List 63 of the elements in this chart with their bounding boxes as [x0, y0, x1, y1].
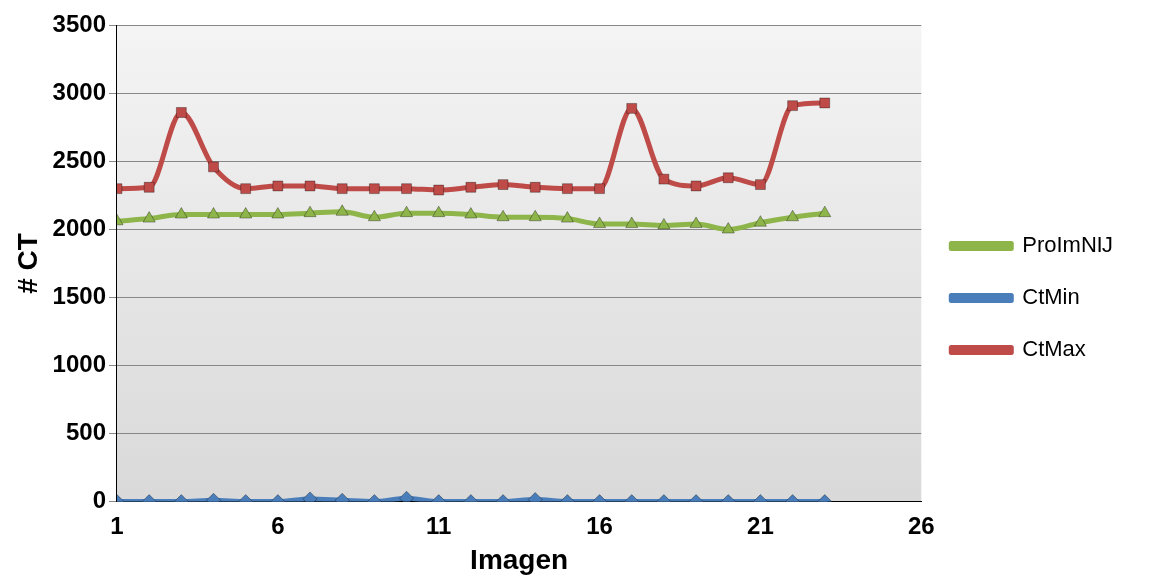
point — [593, 216, 607, 229]
point — [367, 209, 381, 222]
y-tick-label: 1500 — [52, 282, 106, 310]
point — [143, 181, 155, 193]
point — [818, 205, 832, 218]
x-tick-label: 21 — [747, 511, 774, 539]
x-tick-label: 11 — [426, 511, 452, 539]
x-tick-label: 26 — [907, 511, 935, 539]
point — [465, 181, 477, 193]
point — [689, 216, 703, 229]
point — [304, 180, 316, 192]
point — [175, 107, 187, 118]
point — [528, 209, 542, 222]
point — [399, 205, 414, 218]
point — [754, 179, 766, 191]
y-tick-label: 3000 — [52, 78, 106, 106]
point — [401, 183, 412, 195]
legend-label: CtMin — [1022, 284, 1080, 310]
point — [271, 207, 285, 219]
point — [529, 181, 541, 193]
point — [786, 209, 800, 222]
point — [464, 207, 478, 219]
point — [432, 205, 446, 218]
point — [721, 221, 735, 234]
point — [496, 209, 510, 222]
point — [787, 100, 799, 112]
y-tick-label: 2500 — [52, 146, 106, 174]
point — [626, 102, 638, 114]
x-tick-label: 16 — [586, 511, 613, 539]
y-tick-label: 3500 — [52, 10, 106, 38]
point — [335, 204, 349, 216]
point — [657, 217, 671, 230]
point — [658, 173, 670, 185]
x-tick-label: 1 — [110, 511, 124, 539]
point — [206, 207, 221, 219]
point — [690, 180, 702, 192]
point — [240, 183, 252, 195]
point — [497, 179, 509, 191]
y-tick-label: 500 — [65, 418, 106, 446]
point — [208, 161, 219, 173]
point — [722, 172, 734, 184]
point — [560, 211, 574, 223]
point — [561, 183, 573, 195]
x-axis-title: Imagen — [470, 543, 569, 575]
point — [336, 183, 348, 195]
point — [142, 211, 156, 223]
point — [753, 215, 767, 227]
y-tick-label: 0 — [92, 486, 106, 514]
point — [272, 180, 284, 192]
y-tick-label: 1000 — [52, 350, 106, 378]
point — [368, 183, 380, 195]
legend-label: CtMax — [1022, 336, 1086, 362]
x-tick-label: 6 — [271, 511, 285, 539]
point — [174, 207, 188, 219]
point — [239, 207, 253, 219]
point — [594, 183, 606, 195]
point — [625, 216, 639, 229]
point — [303, 205, 317, 218]
y-tick-label: 2000 — [52, 214, 106, 242]
legend-label: ProImNĲ — [1022, 232, 1114, 258]
point — [433, 184, 445, 196]
point — [819, 97, 831, 109]
y-axis-title: # CT — [11, 233, 43, 294]
